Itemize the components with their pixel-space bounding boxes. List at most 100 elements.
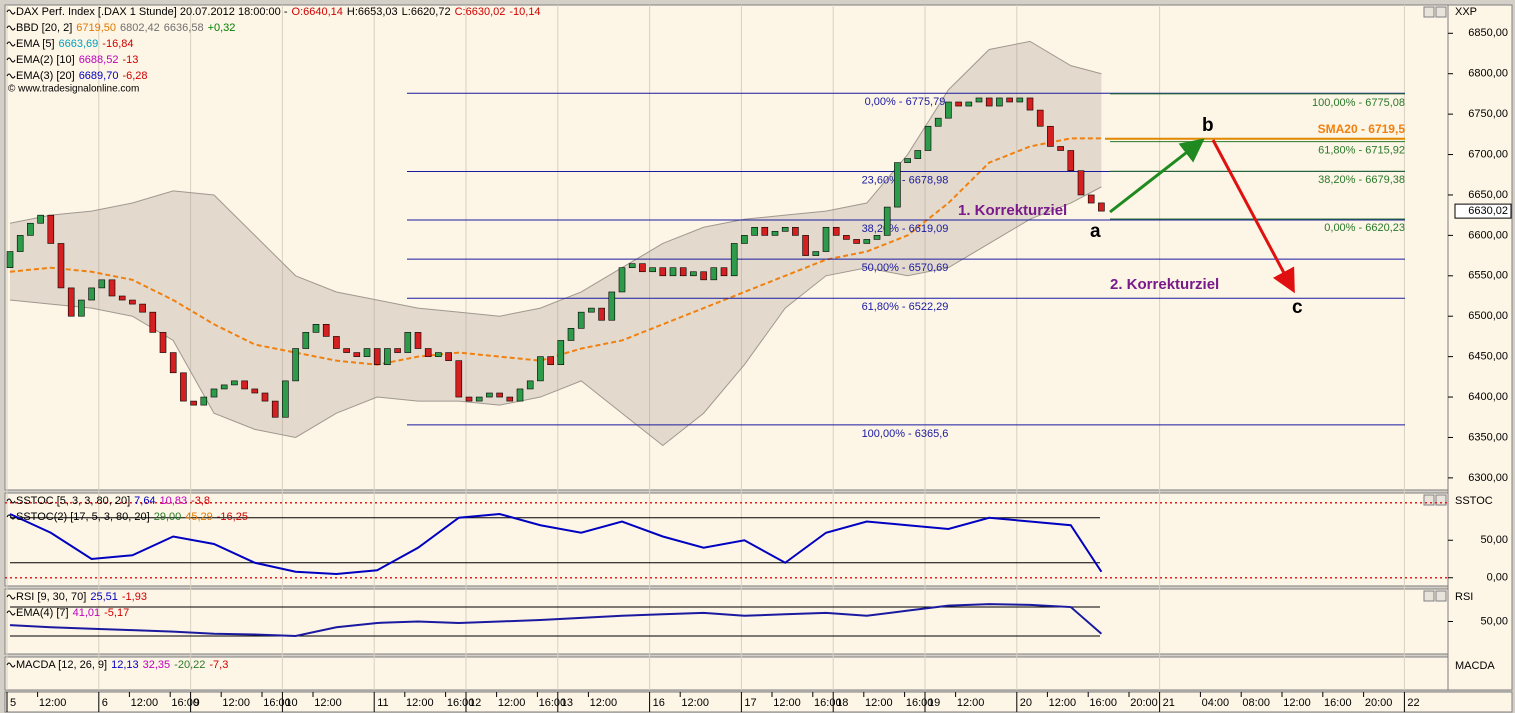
button[interactable] bbox=[1423, 494, 1435, 506]
candle bbox=[414, 332, 422, 349]
x-tick-label: 12:00 bbox=[590, 697, 618, 709]
legend-part: -5,17 bbox=[104, 607, 129, 619]
x-tick-label: 20:00 bbox=[1365, 697, 1393, 709]
candle bbox=[312, 323, 320, 333]
button[interactable] bbox=[1423, 590, 1435, 602]
candle bbox=[129, 299, 136, 305]
x-tick-label: 20 bbox=[1020, 697, 1032, 709]
legend-part: 6689,70 bbox=[79, 70, 119, 82]
time-axis bbox=[4, 691, 1513, 713]
candle bbox=[771, 231, 779, 236]
candle bbox=[996, 97, 1003, 107]
candle bbox=[496, 392, 503, 398]
y-tick-label: 6800,00 bbox=[1468, 68, 1508, 80]
axis-name: RSI bbox=[1455, 591, 1473, 603]
candle bbox=[1026, 97, 1034, 111]
sstoc-panel bbox=[4, 492, 1449, 587]
legend-part: -13 bbox=[122, 54, 138, 66]
candle bbox=[271, 400, 279, 418]
button[interactable] bbox=[1435, 6, 1447, 18]
legend-part: -10,14 bbox=[509, 6, 540, 18]
candle bbox=[812, 251, 820, 256]
candle bbox=[577, 311, 585, 329]
x-tick-label: 9 bbox=[194, 697, 200, 709]
candle bbox=[47, 214, 55, 244]
candle bbox=[302, 332, 310, 349]
x-tick-label: 6 bbox=[102, 697, 108, 709]
arrow-up bbox=[1109, 138, 1205, 214]
y-tick-label: 6350,00 bbox=[1468, 431, 1508, 443]
x-tick-label: 22 bbox=[1407, 697, 1419, 709]
legend-part: 6688,52 bbox=[79, 54, 119, 66]
x-tick-label: 12:00 bbox=[131, 697, 159, 709]
candle bbox=[537, 356, 544, 382]
legend-part: 6719,50 bbox=[76, 22, 116, 34]
button[interactable] bbox=[1435, 590, 1447, 602]
axis-name: SSTOC bbox=[1455, 495, 1493, 507]
candle bbox=[700, 271, 707, 281]
x-tick-label: 10 bbox=[285, 697, 297, 709]
x-tick-label: 19 bbox=[928, 697, 940, 709]
legend-part: 7,64 bbox=[134, 495, 155, 507]
candle bbox=[37, 214, 44, 224]
candle bbox=[506, 396, 514, 402]
x-tick-label: 20:00 bbox=[1130, 697, 1158, 709]
candle bbox=[241, 380, 248, 390]
legend-line: SSTOC [5, 3, 3, 80, 20] 7,64 10,83 -3,8 bbox=[16, 495, 210, 507]
y-tick-label: 0,00 bbox=[1487, 572, 1508, 584]
legend-part: EMA(4) [7] bbox=[16, 607, 69, 619]
legend-part: RSI [9, 30, 70] bbox=[16, 591, 86, 603]
candle bbox=[404, 332, 412, 353]
candle bbox=[863, 239, 871, 244]
y-tick-label: 6850,00 bbox=[1468, 27, 1508, 39]
candle bbox=[832, 226, 840, 236]
y-tick-label: 6600,00 bbox=[1468, 229, 1508, 241]
fib-label: 0,00% - 6620,23 bbox=[1324, 222, 1405, 234]
candle bbox=[934, 117, 942, 127]
candle bbox=[6, 251, 14, 269]
candle bbox=[27, 222, 34, 236]
x-tick-label: 17 bbox=[744, 697, 756, 709]
candle bbox=[904, 158, 911, 163]
legend-part: 29,00 bbox=[154, 511, 182, 523]
legend-part: 25,51 bbox=[90, 591, 118, 603]
candle bbox=[924, 125, 932, 151]
x-tick-label: 16:00 bbox=[1324, 697, 1352, 709]
legend-part: 32,35 bbox=[143, 659, 171, 671]
x-tick-label: 16:00 bbox=[814, 697, 842, 709]
candle bbox=[108, 279, 116, 297]
button[interactable] bbox=[1423, 6, 1435, 18]
legend-part: L:6620,72 bbox=[402, 6, 451, 18]
legend-line: EMA(2) [10] 6688,52 -13 bbox=[16, 54, 138, 66]
legend-part: -1,93 bbox=[122, 591, 147, 603]
rsi-panel bbox=[4, 588, 1449, 655]
fib-label: 100,00% - 6775,08 bbox=[1312, 97, 1405, 109]
legend-part: SSTOC [5, 3, 3, 80, 20] bbox=[16, 495, 130, 507]
candle bbox=[526, 380, 534, 390]
candle bbox=[231, 380, 238, 386]
candle bbox=[679, 267, 687, 277]
legend-part: -7,3 bbox=[209, 659, 228, 671]
candle bbox=[180, 372, 187, 402]
x-tick-label: 12:00 bbox=[957, 697, 985, 709]
axis-name: XXP bbox=[1455, 6, 1477, 18]
candle bbox=[363, 348, 371, 357]
y-tick-label: 6750,00 bbox=[1468, 108, 1508, 120]
y-tick-label: 6550,00 bbox=[1468, 270, 1508, 282]
panel-buttons bbox=[1423, 6, 1447, 602]
legend-part: -16,25 bbox=[217, 511, 248, 523]
candle bbox=[628, 263, 636, 269]
candle bbox=[424, 348, 432, 357]
axis-name: MACDA bbox=[1455, 660, 1495, 672]
candle bbox=[384, 348, 391, 366]
x-tick-label: 12 bbox=[469, 697, 481, 709]
button[interactable] bbox=[1435, 494, 1447, 506]
legend-part: 6802,42 bbox=[120, 22, 160, 34]
wave-label: c bbox=[1292, 297, 1303, 318]
candle bbox=[618, 267, 626, 293]
legend-icon bbox=[6, 594, 16, 600]
candle bbox=[843, 235, 850, 240]
candle bbox=[822, 226, 830, 252]
fib-label: 38,20% - 6619,09 bbox=[862, 223, 949, 235]
